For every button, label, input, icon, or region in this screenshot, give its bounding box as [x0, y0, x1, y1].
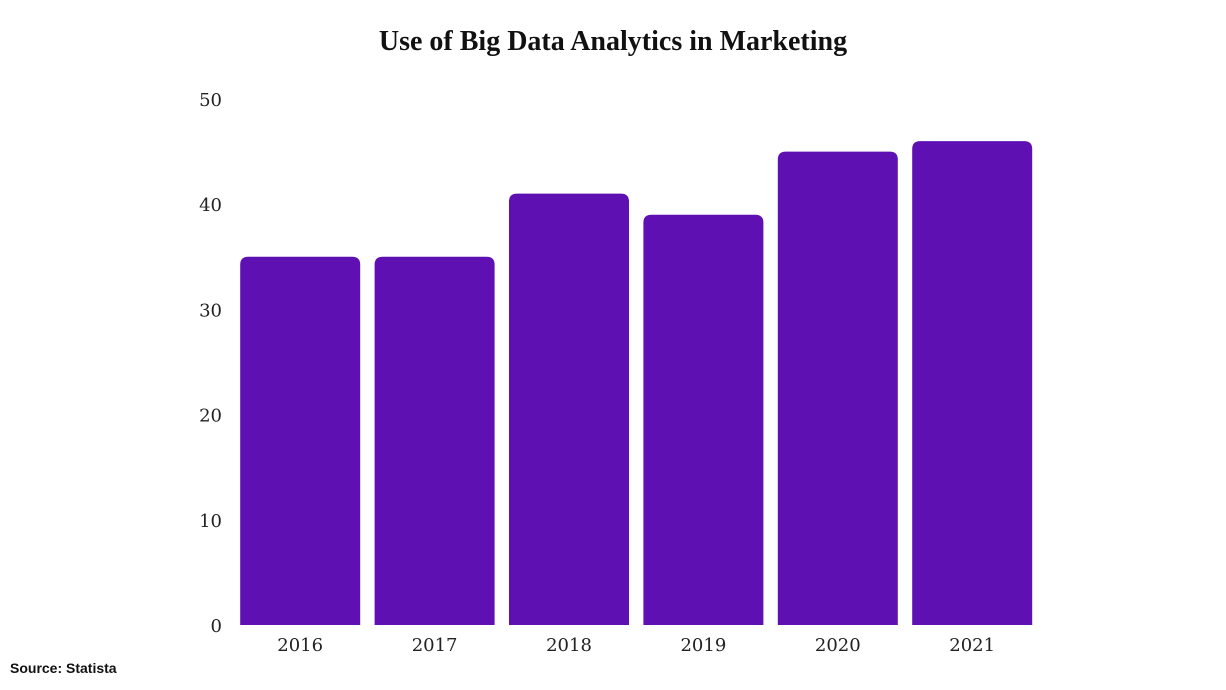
bar-2021 — [912, 141, 1033, 625]
x-tick-label: 2021 — [949, 635, 995, 656]
x-tick-label: 2017 — [412, 635, 458, 656]
bar-2016 — [240, 256, 361, 625]
y-tick-label: 50 — [199, 90, 222, 111]
bar-2018 — [509, 193, 629, 625]
y-tick-label: 20 — [199, 406, 222, 427]
bar-2019 — [643, 214, 764, 625]
bar-2020 — [777, 151, 898, 625]
y-tick-label: 0 — [211, 616, 222, 637]
chart-title: Use of Big Data Analytics in Marketing — [378, 26, 848, 57]
bar-2017 — [374, 256, 495, 625]
x-tick-label: 2020 — [815, 635, 861, 656]
y-tick-label: 10 — [199, 511, 222, 532]
source-note: Source: Statista — [10, 660, 117, 676]
y-tick-label: 30 — [199, 300, 222, 321]
x-tick-label: 2018 — [546, 635, 592, 656]
x-tick-label: 2016 — [277, 635, 323, 656]
x-tick-label: 2019 — [680, 635, 726, 656]
y-tick-label: 40 — [199, 195, 222, 216]
